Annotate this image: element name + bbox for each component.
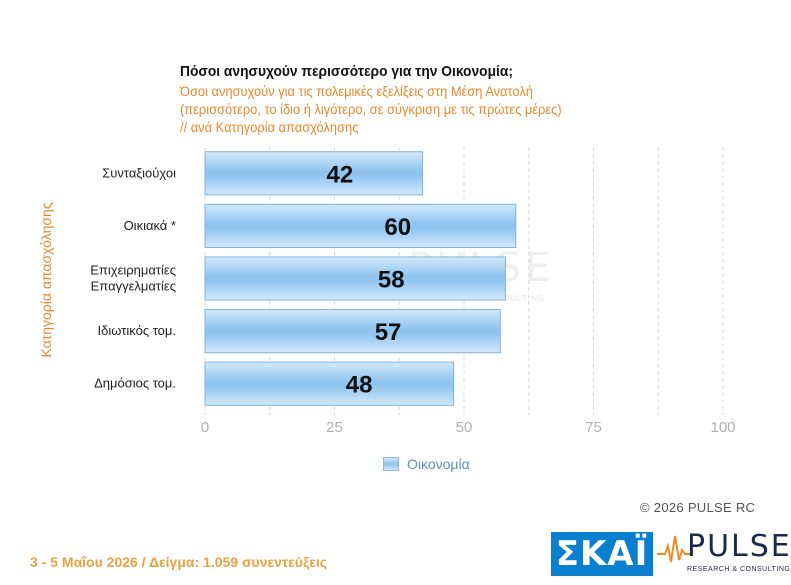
x-tick-label: 100: [710, 419, 735, 436]
skai-logo-text: ΣΚΑΪ: [555, 534, 649, 574]
x-tick-label: 75: [585, 419, 602, 436]
bar: [204, 256, 506, 301]
category-label: Επιχειρηματίες Επαγγελματίες: [90, 263, 176, 294]
bars: [204, 151, 517, 406]
x-tick-label: 25: [326, 419, 343, 436]
pulse-logo-tagline: RESEARCH & CONSULTING: [687, 566, 791, 573]
pulse-wave-icon: [657, 535, 691, 563]
copyright-text: © 2026 PULSE RC: [640, 500, 756, 515]
bar: [204, 151, 424, 196]
footer-survey-info: 3 - 5 Μαΐου 2026 / Δείγμα: 1.059 συνεντε…: [30, 554, 328, 570]
category-label-line: Επαγγελματίες: [91, 279, 176, 294]
category-label-line: Δημόσιος τομ.: [94, 376, 176, 391]
category-label: Συνταξιούχοι: [102, 165, 176, 180]
chart-subtitle-line-1: Όσοι ανησυχούν για τις πολεμικές εξελίξε…: [180, 83, 533, 99]
x-tick-label: 0: [201, 419, 209, 436]
value-label: 58: [378, 267, 405, 294]
x-tick-labels: 0 25 50 75 100: [201, 419, 736, 436]
category-labels: Συνταξιούχοι Οικιακά * Επιχειρηματίες Επαγγ…: [90, 165, 176, 390]
category-label-line: Οικιακά *: [124, 218, 176, 233]
category-label-line: Επιχειρηματίες: [90, 263, 176, 278]
value-label: 42: [327, 161, 354, 188]
chart-subtitle-line-3: // ανά Κατηγορία απασχόλησης: [180, 119, 359, 135]
category-label-line: Ιδιωτικός τομ.: [98, 323, 176, 338]
value-label: 57: [375, 319, 402, 346]
x-tick-label: 50: [456, 419, 473, 436]
chart-title: Πόσοι ανησυχούν περισσότερο για την Οικο…: [180, 63, 513, 80]
skai-logo: ΣΚΑΪ: [551, 532, 653, 576]
legend: Οικονομία: [383, 456, 470, 472]
value-label: 48: [346, 372, 373, 399]
category-label-line: Συνταξιούχοι: [102, 165, 176, 180]
bar: [204, 309, 501, 354]
bar: [204, 361, 455, 406]
legend-swatch: [383, 457, 399, 471]
value-label: 60: [384, 214, 411, 241]
category-label: Δημόσιος τομ.: [94, 376, 176, 391]
legend-label: Οικονομία: [407, 456, 470, 472]
pulse-logo: PULSE RESEARCH & CONSULTING: [657, 530, 790, 580]
chart-subtitle-line-2: (περισσότερο, το ίδιο ή λιγότερο, σε σύγ…: [180, 101, 562, 117]
bar: [204, 203, 517, 248]
category-label: Ιδιωτικός τομ.: [98, 323, 176, 338]
chart-header: Πόσοι ανησυχούν περισσότερο για την Οικο…: [180, 62, 740, 136]
category-label: Οικιακά *: [124, 218, 176, 233]
pulse-logo-word: PULSE: [687, 529, 791, 564]
